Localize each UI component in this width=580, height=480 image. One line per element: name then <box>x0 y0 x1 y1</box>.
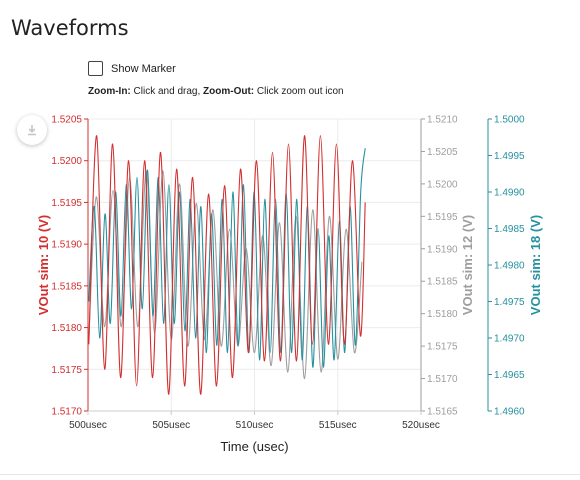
y1-tick-label: 1.5200 <box>51 156 82 167</box>
y2-tick-label: 1.5185 <box>427 277 458 288</box>
y3-tick-label: 1.4975 <box>494 297 525 308</box>
y2-tick-label: 1.5200 <box>427 179 458 190</box>
y1-tick-label: 1.5175 <box>51 365 82 376</box>
y3-tick-label: 1.4985 <box>494 224 525 235</box>
x-tick-label: 505usec <box>152 420 190 431</box>
y3-tick-label: 1.4965 <box>494 370 525 381</box>
download-icon <box>28 125 36 136</box>
x-tick-label: 500usec <box>69 420 107 431</box>
y1-tick-label: 1.5180 <box>51 323 82 334</box>
y2-tick-label: 1.5175 <box>427 342 458 353</box>
zoom-out-text: Click zoom out icon <box>254 86 344 97</box>
show-marker-checkbox[interactable] <box>88 61 103 76</box>
chart-axes: 1.5170 1.5175 1.5180 1.5185 1.5190 1.5195 1.52… <box>36 115 543 455</box>
zoom-help-text: Zoom-In: Click and drag, Zoom-Out: Click… <box>88 86 344 97</box>
show-marker-row[interactable]: Show Marker <box>88 61 176 76</box>
y2-tick-label: 1.5180 <box>427 309 458 320</box>
y3-tick-label: 1.4995 <box>494 151 525 162</box>
zoom-in-text: Click and drag, <box>130 86 204 97</box>
y1-tick-label: 1.5185 <box>51 281 82 292</box>
zoom-out-label: Zoom-Out: <box>203 86 255 97</box>
y2-tick-label: 1.5210 <box>427 115 458 126</box>
y2-axis-label: VOut sim: 12 (V) <box>460 215 475 315</box>
y2-tick-label: 1.5205 <box>427 147 458 158</box>
x-axis-label: Time (usec) <box>220 439 288 454</box>
y1-tick-label: 1.5170 <box>51 407 82 418</box>
y1-tick-label: 1.5205 <box>51 115 82 126</box>
y2-tick-label: 1.5170 <box>427 374 458 385</box>
page-title: Waveforms <box>11 16 129 40</box>
bottom-divider <box>0 474 580 475</box>
y3-tick-label: 1.4990 <box>494 188 525 199</box>
series-line-vout-sim-18-v <box>88 148 366 368</box>
y3-tick-label: 1.4980 <box>494 261 525 272</box>
chart-series <box>88 135 366 395</box>
y3-tick-label: 1.5000 <box>494 115 525 126</box>
x-tick-label: 520usec <box>402 420 440 431</box>
y1-tick-label: 1.5190 <box>51 240 82 251</box>
y1-tick-label: 1.5195 <box>51 198 82 209</box>
y3-axis-label: VOut sim: 18 (V) <box>528 215 543 315</box>
y3-tick-label: 1.4970 <box>494 334 525 345</box>
x-tick-label: 515usec <box>319 420 357 431</box>
x-tick-label: 510usec <box>236 420 274 431</box>
y3-tick-label: 1.4960 <box>494 407 525 418</box>
download-button[interactable] <box>17 115 47 145</box>
show-marker-label: Show Marker <box>111 62 176 75</box>
y2-tick-label: 1.5190 <box>427 244 458 255</box>
y1-axis-label: VOut sim: 10 (V) <box>36 215 51 315</box>
zoom-in-label: Zoom-In: <box>88 86 131 97</box>
series-line-vout-sim-10-v <box>88 135 366 395</box>
y2-tick-label: 1.5195 <box>427 212 458 223</box>
y2-tick-label: 1.5165 <box>427 407 458 418</box>
